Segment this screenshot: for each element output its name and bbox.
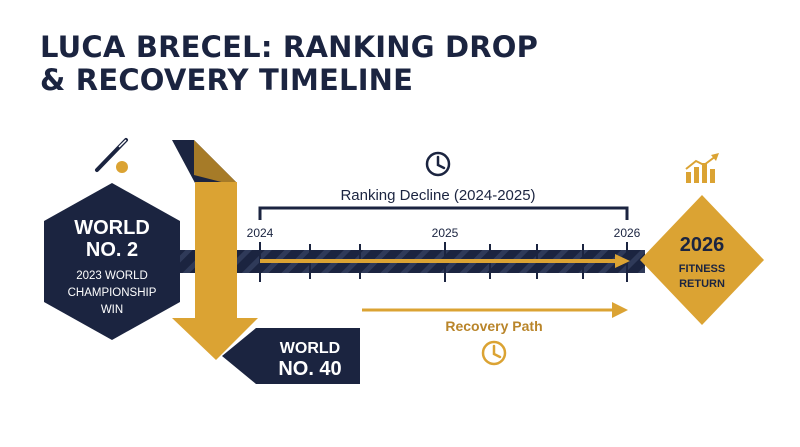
snooker-cue-icon bbox=[95, 138, 128, 173]
decline-progress-arrow bbox=[260, 254, 630, 268]
drop-badge-rank: NO. 40 bbox=[278, 358, 341, 380]
start-badge: WORLD NO. 2 2023 WORLD CHAMPIONSHIP WIN bbox=[44, 183, 180, 340]
year-label-2026: 2026 bbox=[614, 226, 641, 240]
end-badge-line-1: FITNESS bbox=[679, 263, 725, 275]
start-badge-rank: NO. 2 bbox=[86, 239, 138, 261]
end-badge: 2026 FITNESS RETURN bbox=[640, 195, 764, 325]
recovery-label: Recovery Path bbox=[445, 318, 542, 334]
start-badge-caption-3: WIN bbox=[101, 304, 123, 316]
recovery-arrow bbox=[362, 302, 628, 318]
year-label-2024: 2024 bbox=[247, 226, 274, 240]
clock-icon bbox=[481, 340, 507, 366]
drop-badge-world: WORLD bbox=[280, 340, 340, 357]
end-badge-line-2: RETURN bbox=[679, 278, 725, 290]
year-label-2025: 2025 bbox=[432, 226, 459, 240]
decline-label: Ranking Decline (2024-2025) bbox=[340, 187, 535, 204]
growth-chart-icon bbox=[685, 153, 719, 183]
start-badge-caption-1: 2023 WORLD bbox=[76, 270, 148, 282]
ranking-drop-arrow bbox=[172, 140, 258, 360]
end-badge-year: 2026 bbox=[680, 234, 725, 256]
clock-icon bbox=[425, 151, 451, 177]
page-title-line-1: LUCA BRECEL: RANKING DROP bbox=[40, 30, 539, 64]
page-title-line-2: & RECOVERY TIMELINE bbox=[40, 63, 414, 97]
drop-badge: WORLD NO. 40 bbox=[222, 328, 360, 384]
start-badge-caption-2: CHAMPIONSHIP bbox=[68, 287, 157, 299]
decline-bracket bbox=[258, 206, 629, 220]
start-badge-world: WORLD bbox=[74, 217, 150, 239]
